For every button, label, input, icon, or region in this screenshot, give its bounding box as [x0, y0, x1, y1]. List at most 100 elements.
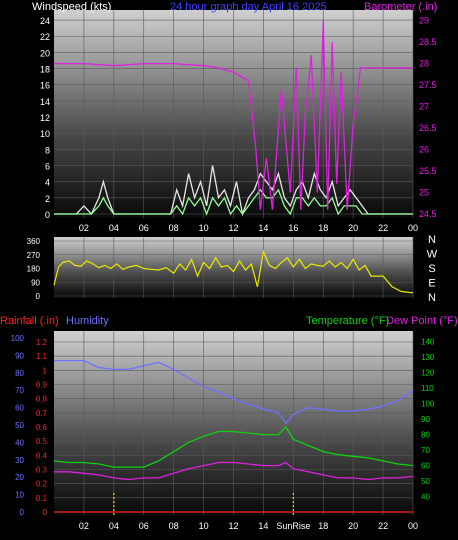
barometer-tick-label: 27	[419, 102, 429, 112]
barometer-tick-label: 29	[419, 16, 429, 26]
windspeed-tick-label: 6	[45, 162, 50, 172]
humidity-tick-label: 90	[15, 351, 24, 360]
rainfall-tick-label: 0.1	[36, 494, 48, 503]
windspeed-tick-label: 24	[40, 16, 50, 26]
dewpoint-axis-label: Dew Point (°F)	[386, 315, 458, 327]
x-tick-label: 12	[228, 223, 238, 233]
x-tick-label: 04	[109, 223, 119, 233]
humidity-tick-label: 10	[15, 491, 24, 500]
x-tick-label: 08	[169, 223, 179, 233]
x-tick-label: 18	[318, 223, 328, 233]
humidity-tick-label: 60	[15, 404, 24, 413]
humidity-axis-label: Humidity	[66, 315, 109, 327]
windspeed-tick-label: 10	[40, 129, 50, 139]
compass-letter: E	[428, 278, 435, 290]
barometer-tick-label: 26	[419, 145, 429, 155]
temperature-tick-label: 40	[421, 493, 430, 502]
windspeed-tick-label: 16	[40, 81, 50, 91]
barometer-tick-label: 27.5	[419, 80, 437, 90]
rainfall-tick-label: 1.1	[36, 352, 48, 361]
humidity-tick-label: 80	[15, 369, 24, 378]
compass-letter: N	[428, 292, 436, 304]
windspeed-tick-label: 22	[40, 32, 50, 42]
x-tick-label: 16	[288, 223, 298, 233]
tick-labels: 02468101214161820222424.52525.52626.5272…	[11, 16, 438, 531]
x-tick-label: 08	[169, 521, 179, 531]
temperature-tick-label: 120	[421, 369, 435, 378]
x-tick-label: 10	[199, 521, 209, 531]
rainfall-tick-label: 0.4	[36, 451, 48, 460]
temperature-tick-label: 110	[421, 384, 434, 393]
x-tick-label: 18	[318, 521, 328, 531]
x-tick-label: 22	[378, 521, 388, 531]
barometer-tick-label: 25.5	[419, 166, 437, 176]
x-tick-label: 00	[408, 223, 418, 233]
rainfall-axis-label: Rainfall (.in)	[0, 315, 59, 327]
windspeed-tick-label: 2	[45, 194, 50, 204]
x-tick-label: 06	[139, 521, 149, 531]
barometer-axis-label: Barometer (.in)	[364, 1, 437, 13]
windspeed-tick-label: 20	[40, 48, 50, 58]
windspeed-axis-label: Windspeed (kts)	[32, 1, 111, 13]
x-tick-label: 00	[408, 521, 418, 531]
temperature-tick-label: 60	[421, 462, 430, 471]
windspeed-tick-label: 8	[45, 145, 50, 155]
direction-tick-label: 270	[27, 251, 41, 260]
windspeed-tick-label: 12	[40, 113, 50, 123]
humidity-tick-label: 20	[15, 473, 24, 482]
x-tick-label: 14	[258, 223, 268, 233]
humidity-tick-label: 70	[15, 386, 24, 395]
temperature-tick-label: 70	[421, 446, 430, 455]
rainfall-tick-label: 0.7	[36, 409, 48, 418]
humidity-tick-label: 0	[20, 508, 25, 517]
x-tick-label: 02	[79, 521, 89, 531]
rainfall-tick-label: 0	[43, 508, 48, 517]
humidity-tick-label: 30	[15, 456, 24, 465]
compass-letter: S	[428, 263, 435, 275]
series-barometer	[54, 20, 413, 210]
x-tick-label: 14	[258, 521, 268, 531]
series-wind-gust	[54, 188, 413, 216]
barometer-tick-label: 26.5	[419, 123, 437, 133]
series-lines	[53, 20, 414, 513]
temperature-tick-label: 90	[421, 415, 430, 424]
compass-letter: W	[427, 249, 438, 261]
temperature-tick-label: 50	[421, 477, 430, 486]
rainfall-tick-label: 0.9	[36, 381, 48, 390]
temperature-tick-label: 80	[421, 431, 430, 440]
temperature-tick-label: 140	[421, 338, 435, 347]
temperature-tick-label: 130	[421, 353, 435, 362]
rainfall-tick-label: 0.5	[36, 437, 48, 446]
rainfall-tick-label: 1	[43, 366, 48, 375]
series-temperature	[53, 425, 414, 468]
direction-tick-label: 360	[27, 237, 41, 246]
windspeed-tick-label: 18	[40, 65, 50, 75]
compass-letter: N	[428, 234, 436, 246]
series-dew-point	[54, 461, 414, 481]
humidity-tick-label: 50	[15, 421, 24, 430]
barometer-tick-label: 25	[419, 188, 429, 198]
x-tick-label: 12	[228, 521, 238, 531]
x-tick-label: 20	[348, 223, 358, 233]
grid-lines	[54, 10, 414, 515]
direction-tick-label: 180	[27, 265, 41, 274]
barometer-tick-label: 28	[419, 59, 429, 69]
barometer-tick-label: 24.5	[419, 209, 437, 219]
windspeed-tick-label: 0	[45, 210, 50, 220]
rainfall-tick-label: 0.8	[36, 395, 48, 404]
x-tick-label: 10	[199, 223, 209, 233]
x-tick-label: 06	[139, 223, 149, 233]
rainfall-tick-label: 1.2	[36, 338, 48, 347]
temperature-axis-label: Temperature (°F)	[306, 315, 389, 327]
series-wind-direction	[53, 249, 414, 294]
temperature-tick-label: 100	[421, 400, 435, 409]
direction-tick-label: 90	[31, 278, 40, 287]
x-tick-label: 04	[109, 521, 119, 531]
x-tick-label: SunRise	[276, 521, 310, 531]
series-humidity	[54, 359, 414, 425]
windspeed-tick-label: 4	[45, 178, 50, 188]
rainfall-tick-label: 0.6	[36, 423, 48, 432]
rainfall-tick-label: 0.2	[36, 480, 48, 489]
chart-title: 24 hour graph day April 16 2025	[170, 1, 327, 13]
